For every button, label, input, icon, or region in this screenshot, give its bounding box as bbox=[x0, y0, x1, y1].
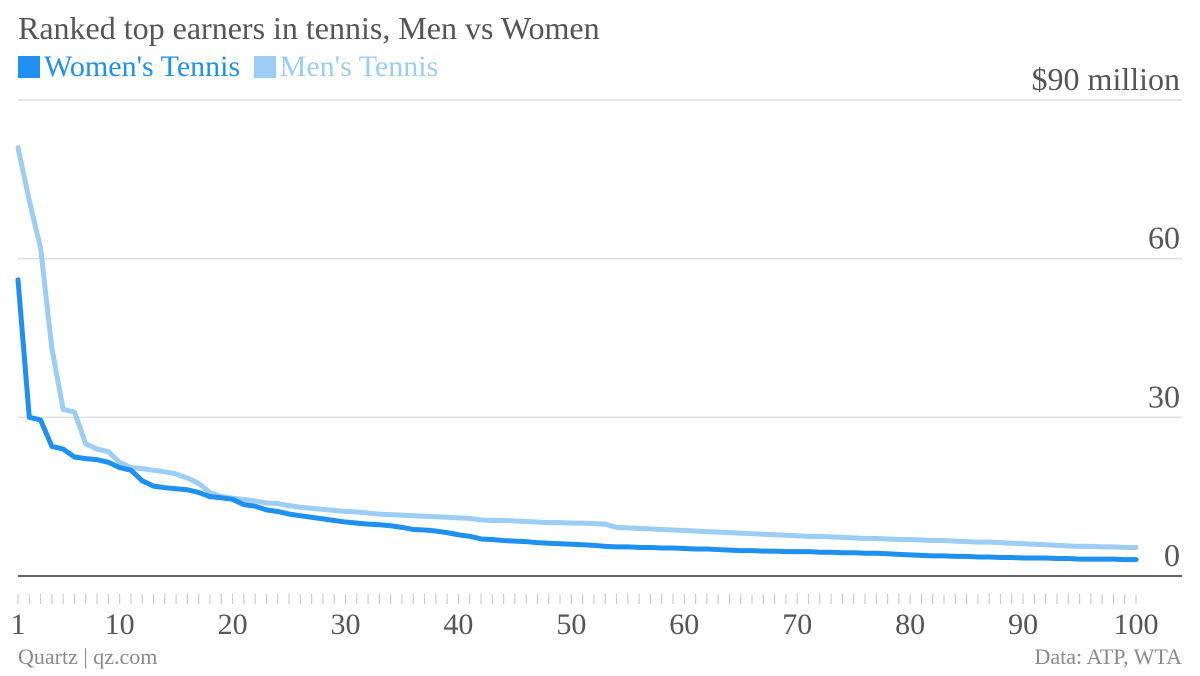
x-tick-label-80: 80 bbox=[895, 608, 925, 641]
y-tick-label-60: 60 bbox=[1148, 220, 1180, 256]
legend-item-women: Women's Tennis bbox=[18, 50, 240, 84]
legend-item-men: Men's Tennis bbox=[253, 50, 439, 84]
x-tick-label-10: 10 bbox=[105, 608, 135, 641]
x-tick-label-40: 40 bbox=[443, 608, 473, 641]
y-tick-label-30: 30 bbox=[1148, 378, 1180, 414]
chart-title: Ranked top earners in tennis, Men vs Wom… bbox=[18, 10, 600, 46]
footer-credit: Quartz | qz.com bbox=[18, 644, 158, 669]
legend-label-men: Men's Tennis bbox=[279, 50, 439, 83]
series-line-men bbox=[15, 145, 1139, 550]
x-tick-label-90: 90 bbox=[1008, 608, 1038, 641]
x-tick-label-20: 20 bbox=[218, 608, 248, 641]
legend-swatch-women bbox=[18, 56, 40, 78]
x-tick-label-30: 30 bbox=[330, 608, 360, 641]
series-line-women bbox=[15, 277, 1139, 563]
legend-swatch-men bbox=[253, 56, 276, 78]
legend-label-women: Women's Tennis bbox=[44, 50, 241, 83]
x-tick-label-1: 1 bbox=[11, 608, 26, 641]
x-tick-label-100: 100 bbox=[1114, 608, 1159, 641]
x-tick-label-60: 60 bbox=[669, 608, 699, 641]
y-tick-label-90: $90 million bbox=[1032, 61, 1180, 97]
y-tick-label-0: 0 bbox=[1164, 537, 1180, 573]
footer-source: Data: ATP, WTA bbox=[1034, 644, 1182, 669]
x-tick-label-50: 50 bbox=[556, 608, 586, 641]
legend: Women's Tennis Men's Tennis bbox=[18, 50, 444, 86]
x-tick-label-70: 70 bbox=[782, 608, 812, 641]
